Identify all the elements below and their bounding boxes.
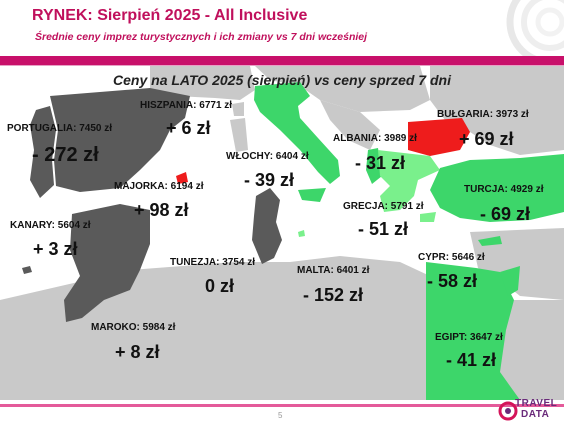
change-turcja: - 69 zł bbox=[480, 204, 531, 224]
land-central-europe bbox=[255, 66, 430, 112]
change-wlochy: - 39 zł bbox=[244, 170, 295, 190]
land-france bbox=[150, 66, 255, 100]
change-hiszpania: + 6 zł bbox=[166, 118, 211, 138]
label-cypr: CYPR: 5646 zł bbox=[418, 252, 485, 263]
region-grecja bbox=[378, 150, 440, 212]
region-malta bbox=[298, 230, 305, 237]
label-egipt: EGIPT: 3647 zł bbox=[435, 332, 503, 343]
label-bulgaria: BUŁGARIA: 3973 zł bbox=[437, 109, 529, 120]
land-corsica bbox=[232, 102, 244, 116]
label-majorka: MAJORKA: 6194 zł bbox=[114, 181, 204, 192]
slide-title: RYNEK: Sierpień 2025 - All Inclusive bbox=[32, 7, 308, 24]
globe-icon bbox=[506, 0, 564, 58]
region-albania bbox=[366, 148, 382, 184]
map-title: Ceny na LATO 2025 (sierpień) vs ceny spr… bbox=[113, 72, 451, 88]
europe-map bbox=[0, 66, 564, 400]
region-egipt bbox=[426, 262, 520, 400]
change-malta: - 152 zł bbox=[303, 285, 364, 305]
region-turcja bbox=[430, 154, 564, 222]
change-maroko: + 8 zł bbox=[115, 342, 160, 362]
map-svg bbox=[0, 66, 564, 400]
label-malta: MALTA: 6401 zł bbox=[297, 265, 370, 276]
label-maroko: MAROKO: 5984 zł bbox=[91, 322, 176, 333]
label-wlochy: WŁOCHY: 6404 zł bbox=[226, 151, 309, 162]
change-grecja: - 51 zł bbox=[358, 219, 409, 239]
change-tunezja: 0 zł bbox=[205, 276, 235, 296]
region-wlochy-sicily bbox=[298, 188, 326, 202]
header-divider-bar bbox=[0, 56, 564, 65]
label-tunezja: TUNEZJA: 3754 zł bbox=[170, 257, 256, 268]
region-portugalia bbox=[30, 106, 56, 198]
label-portugalia: PORTUGALIA: 7450 zł bbox=[7, 123, 113, 134]
region-cypr bbox=[478, 236, 502, 246]
footer-line bbox=[0, 404, 564, 407]
slide-header: RYNEK: Sierpień 2025 - All Inclusive Śre… bbox=[0, 0, 564, 58]
logo-text-data: DATA bbox=[521, 409, 550, 420]
change-egipt: - 41 zł bbox=[446, 350, 497, 370]
label-albania: ALBANIA: 3989 zł bbox=[333, 133, 417, 144]
land-sardinia bbox=[230, 118, 248, 152]
region-majorka bbox=[176, 172, 188, 184]
region-maroko bbox=[64, 204, 150, 322]
change-kanary: + 3 zł bbox=[33, 239, 78, 259]
logo-ring-icon bbox=[498, 401, 518, 421]
label-grecja: GRECJA: 5791 zł bbox=[343, 201, 424, 212]
travel-data-logo: TRAVEL DATA bbox=[497, 398, 563, 423]
region-wlochy bbox=[254, 82, 340, 184]
change-portugalia: - 272 zł bbox=[32, 144, 99, 166]
region-bulgaria bbox=[408, 118, 470, 156]
label-hiszpania: HISZPANIA: 6771 zł bbox=[140, 100, 233, 111]
page-number: 5 bbox=[278, 411, 283, 420]
region-grecja-islands bbox=[420, 212, 436, 222]
slide-subtitle: Średnie ceny imprez turystycznych i ich … bbox=[35, 31, 368, 43]
change-albania: - 31 zł bbox=[355, 153, 406, 173]
change-majorka: + 98 zł bbox=[134, 200, 189, 220]
region-tunezja bbox=[252, 188, 282, 264]
label-turcja: TURCJA: 4929 zł bbox=[464, 184, 544, 195]
land-balkans bbox=[320, 100, 380, 150]
change-cypr: - 58 zł bbox=[427, 271, 478, 291]
region-hiszpania bbox=[50, 88, 190, 192]
region-egipt-sinai bbox=[500, 266, 520, 296]
change-bulgaria: + 69 zł bbox=[459, 129, 514, 149]
land-libya bbox=[290, 256, 430, 300]
header-divider-line bbox=[0, 65, 564, 66]
region-kanary bbox=[22, 266, 32, 274]
land-middle-east bbox=[470, 228, 564, 300]
label-kanary: KANARY: 5604 zł bbox=[10, 220, 91, 231]
land-east bbox=[430, 66, 564, 155]
logo-text-travel: TRAVEL bbox=[515, 398, 558, 409]
